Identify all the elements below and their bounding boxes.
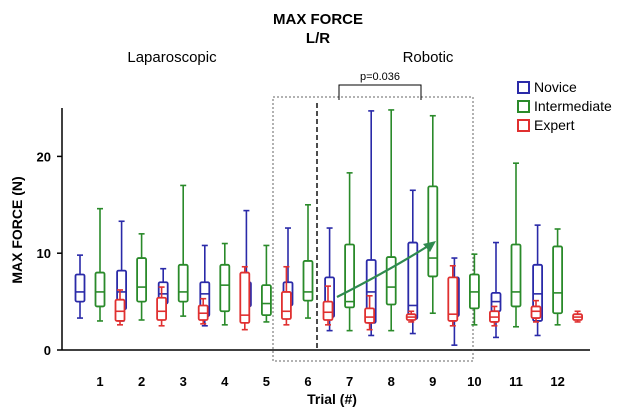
boxplot-intermediate-trial-6 xyxy=(302,204,314,319)
boxplot-intermediate-trial-7 xyxy=(344,172,356,332)
boxplot-expert-trial-10 xyxy=(488,305,500,327)
boxplot-novice-trial-8 xyxy=(365,110,377,337)
y-axis-title: MAX FORCE (N) xyxy=(9,176,25,283)
x-tick-label: 4 xyxy=(221,374,229,389)
box xyxy=(552,245,563,315)
box xyxy=(280,291,292,320)
box xyxy=(177,263,189,303)
group-label-laparoscopic: Laparoscopic xyxy=(127,49,217,66)
x-tick-label: 11 xyxy=(509,374,523,389)
legend-swatch-novice xyxy=(517,81,530,94)
legend-label-novice: Novice xyxy=(534,79,577,95)
box xyxy=(302,260,314,302)
box xyxy=(447,276,459,322)
boxplot-expert-trial-5 xyxy=(280,265,292,326)
boxplot-intermediate-trial-12 xyxy=(552,228,563,326)
box xyxy=(94,271,106,308)
box xyxy=(239,271,251,324)
legend: Novice Intermediate Expert xyxy=(517,79,612,133)
boxplot-intermediate-trial-3 xyxy=(177,184,189,317)
boxplot-intermediate-trial-5 xyxy=(260,244,272,323)
boxplot-expert-trial-7 xyxy=(364,294,376,331)
x-axis-title: Trial (#) xyxy=(307,391,357,407)
boxplot-novice-trial-1 xyxy=(74,254,86,319)
x-tick-label: 3 xyxy=(180,374,187,389)
significance-bracket xyxy=(338,84,422,100)
box xyxy=(114,298,126,322)
box xyxy=(344,243,356,309)
box xyxy=(322,300,334,321)
legend-swatch-expert xyxy=(517,119,530,132)
box xyxy=(385,256,397,306)
group-label-robotic: Robotic xyxy=(403,49,454,66)
boxplot-intermediate-trial-10 xyxy=(468,253,480,326)
box xyxy=(156,296,168,321)
boxplot-expert-trial-12 xyxy=(572,310,583,323)
boxplot-expert-trial-6 xyxy=(322,285,334,326)
x-tick-label: 5 xyxy=(263,374,270,389)
boxplot-expert-trial-8 xyxy=(405,310,417,323)
p-value-annotation: p=0.036 xyxy=(360,71,400,83)
boxplot-novice-trial-11 xyxy=(490,241,502,339)
x-tick-label: 2 xyxy=(138,374,145,389)
chart-subtitle: L/R xyxy=(306,30,330,47)
x-tick-label: 9 xyxy=(429,374,436,389)
robotic-highlight-box xyxy=(272,96,474,362)
boxplot-intermediate-trial-1 xyxy=(94,207,106,322)
x-tick-label: 7 xyxy=(346,374,353,389)
box xyxy=(530,305,542,319)
boxplot-intermediate-trial-8 xyxy=(385,109,397,332)
x-tick-label: 1 xyxy=(96,374,103,389)
legend-label-intermediate: Intermediate xyxy=(534,98,612,114)
box xyxy=(427,185,439,278)
trend-arrow xyxy=(336,241,436,298)
boxplot-intermediate-trial-9 xyxy=(427,114,439,315)
boxplot-expert-trial-11 xyxy=(530,299,542,323)
boxplot-expert-trial-9 xyxy=(447,264,459,327)
boxplot-expert-trial-1 xyxy=(114,289,126,326)
x-tick-label: 12 xyxy=(550,374,564,389)
legend-swatch-intermediate xyxy=(517,100,530,113)
boxplot-intermediate-trial-2 xyxy=(136,233,148,321)
box xyxy=(74,273,86,303)
boxplot-intermediate-trial-4 xyxy=(219,242,231,326)
y-tick-label: 20 xyxy=(37,149,51,164)
x-tick-label: 10 xyxy=(467,374,481,389)
boxplot-novice-trial-9 xyxy=(407,189,419,335)
y-tick-label: 0 xyxy=(44,343,51,358)
boxplot-intermediate-trial-11 xyxy=(510,162,522,328)
legend-label-expert: Expert xyxy=(534,117,575,133)
box xyxy=(510,243,522,308)
boxplot-expert-trial-2 xyxy=(156,286,168,327)
box xyxy=(364,307,376,324)
y-tick-label: 10 xyxy=(37,246,51,261)
boxplot-expert-trial-4 xyxy=(239,265,251,331)
x-tick-label: 8 xyxy=(388,374,395,389)
boxplot-expert-trial-3 xyxy=(197,297,209,325)
box xyxy=(136,257,148,303)
box xyxy=(219,263,231,313)
x-tick-label: 6 xyxy=(304,374,311,389)
chart-title: MAX FORCE xyxy=(273,11,363,28)
box xyxy=(260,284,272,317)
